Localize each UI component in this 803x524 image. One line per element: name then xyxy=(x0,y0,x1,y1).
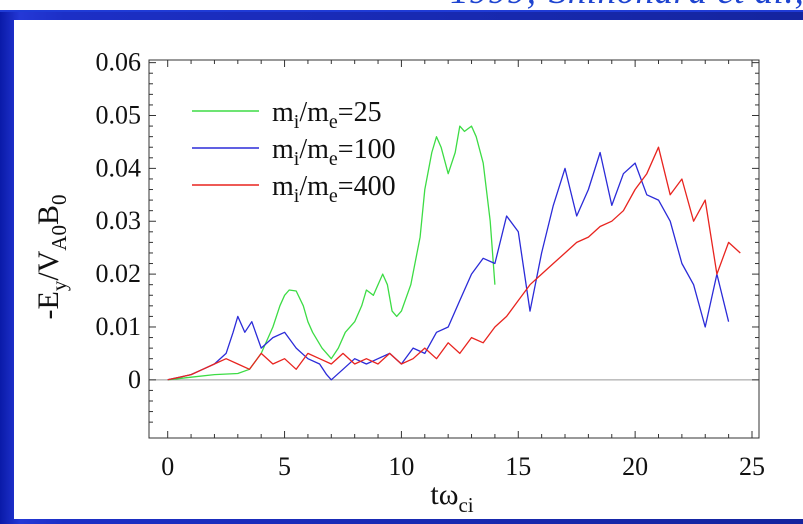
y-tick-label: 0.03 xyxy=(96,206,142,235)
y-tick-label: 0.04 xyxy=(96,153,142,182)
y-axis-label: -Ey/VA0B0 xyxy=(32,194,71,319)
x-tick-label: 25 xyxy=(739,452,765,481)
legend-label-1: mi/me=25 xyxy=(272,97,382,133)
y-tick-label: 0.02 xyxy=(96,259,142,288)
title-banner: 1999; Shinohara et al.; xyxy=(0,0,803,12)
x-axis-label: tωci xyxy=(430,478,473,517)
banner-text: 1999; Shinohara et al.; xyxy=(450,0,803,10)
series-line-2 xyxy=(167,151,730,381)
series-line-1 xyxy=(167,125,496,381)
x-tick-label: 15 xyxy=(505,452,531,481)
x-tick-label: 20 xyxy=(622,452,648,481)
y-tick-label: 0 xyxy=(128,365,141,394)
plot-frame xyxy=(148,59,760,439)
chart: 0 5 10 15 20 25 0 0.01 0.02 0.03 0.04 0.05 0.06 tωci -… xyxy=(32,48,765,517)
y-tick-label: 0.01 xyxy=(96,312,142,341)
legend-label-2: mi/me=100 xyxy=(272,134,396,170)
series-line-3 xyxy=(167,146,741,381)
y-tick-label: 0.05 xyxy=(96,101,142,130)
x-tick-label: 5 xyxy=(278,452,291,481)
legend-label-3: mi/me=400 xyxy=(272,171,396,207)
x-tick-label: 0 xyxy=(161,452,174,481)
chart-panel: 0 5 10 15 20 25 0 0.01 0.02 0.03 0.04 0.05 0.06 tωci -… xyxy=(14,20,803,519)
y-tick-label: 0.06 xyxy=(96,48,142,77)
x-tick-label: 10 xyxy=(388,452,414,481)
